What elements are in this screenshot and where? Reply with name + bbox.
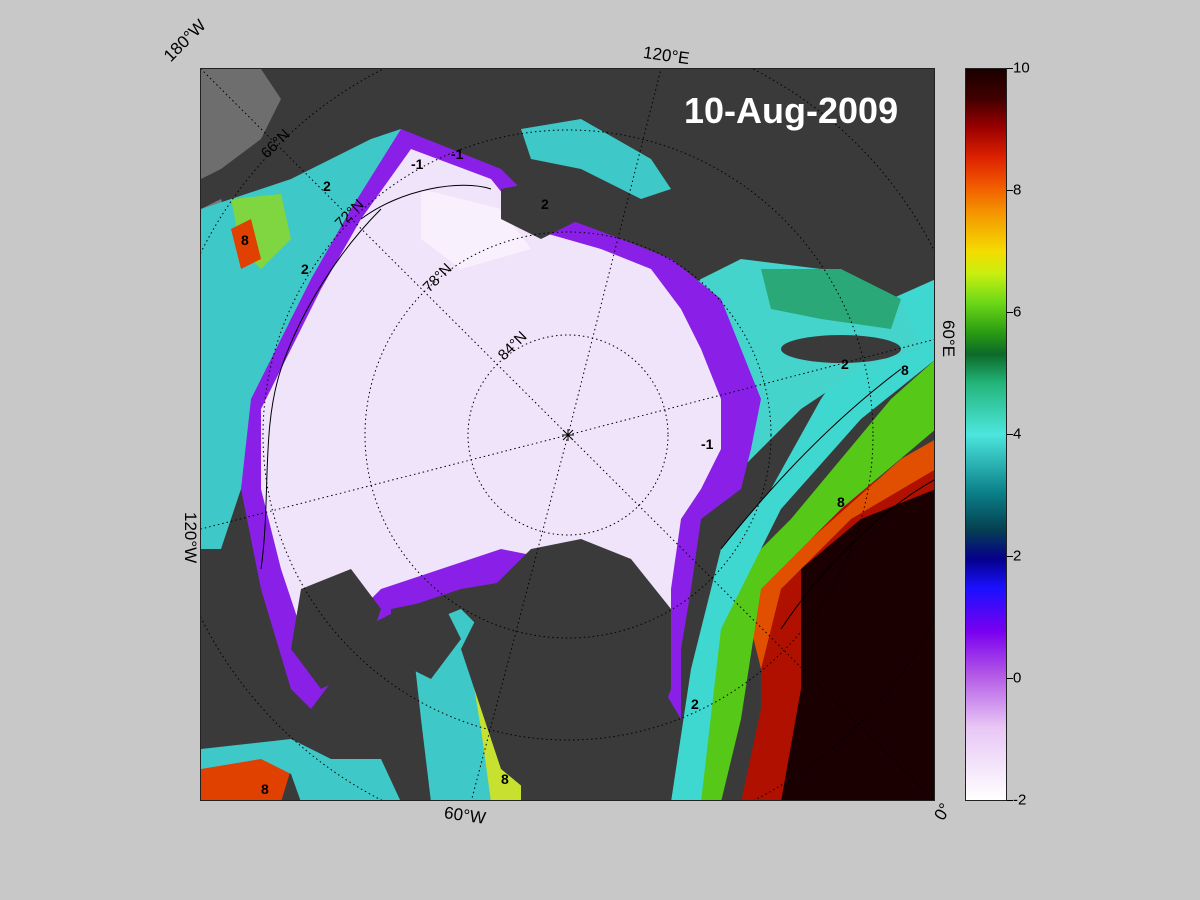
- ellesmere-island: [391, 599, 461, 679]
- map-date-title: 10-Aug-2009: [684, 90, 899, 131]
- contour-label: 8: [241, 232, 249, 248]
- contour-label: -1: [411, 156, 424, 172]
- kara-sea-water: [761, 269, 901, 329]
- longitude-label-180w: 180°W: [160, 15, 210, 66]
- temperature-contour: [360, 184, 492, 220]
- bering-hot-patch: [231, 219, 261, 269]
- colorbar-tick-label: 6: [1013, 303, 1022, 321]
- temperature-contour: [720, 368, 902, 550]
- contour-label: -1: [701, 436, 714, 452]
- longitude-label-120e: 120°E: [641, 42, 691, 69]
- latitude-circle-72n: [262, 129, 874, 741]
- colorbar-tick: [1007, 434, 1013, 435]
- colorbar-tick-label: 0: [1013, 669, 1022, 687]
- polar-stereographic-map: 66°N 72°N 78°N 84°N -1 -1 2 8 2 2 8 8 2 …: [201, 69, 934, 800]
- colorbar-tick: [1007, 678, 1013, 679]
- latitude-circle-78n: [364, 231, 772, 639]
- colorbar-tick-label: 4: [1013, 425, 1022, 443]
- longitude-label-60w: 60°W: [442, 803, 487, 828]
- temperature-colorbar: [965, 68, 1007, 801]
- hudson-bay-water: [201, 739, 401, 800]
- contour-label: 2: [691, 696, 699, 712]
- meridian-60e: [567, 339, 934, 436]
- longitude-label-60e: 60°E: [939, 320, 958, 358]
- colorbar-tick: [1007, 68, 1013, 69]
- sea-ice-pack: [261, 149, 721, 669]
- temperature-contour: [780, 479, 934, 630]
- contour-label: 8: [901, 362, 909, 378]
- sea-ice-pack-core: [421, 189, 531, 269]
- greenland: [461, 539, 671, 800]
- contour-label: 8: [501, 771, 509, 787]
- contour-label: 2: [541, 196, 549, 212]
- meridian-120w: [201, 434, 569, 530]
- gray-land-mask: [201, 69, 281, 179]
- colorbar-tick: [1007, 190, 1013, 191]
- longitude-label-120w: 120°W: [181, 512, 200, 564]
- latitude-circle-84n: [467, 334, 669, 536]
- colorbar-tick: [1007, 800, 1013, 801]
- colorbar-tick-label: 8: [1013, 181, 1022, 199]
- siberian-shelf-water: [521, 119, 671, 199]
- meridian-0: [567, 434, 934, 800]
- contour-label: 8: [837, 494, 845, 510]
- colorbar-tick: [1007, 312, 1013, 313]
- very-warm-water-region: [781, 489, 934, 800]
- colorbar-tick-label: 10: [1013, 59, 1030, 77]
- green-water-band: [691, 360, 934, 800]
- orange-water-band: [741, 440, 934, 669]
- contour-label: 2: [323, 178, 331, 194]
- canadian-archipelago: [291, 569, 381, 689]
- temperature-contour: [260, 208, 382, 570]
- contour-label: 2: [301, 261, 309, 277]
- meridian-180w: [201, 69, 569, 436]
- new-siberian-islands: [501, 179, 581, 239]
- colorbar-tick-label: 2: [1013, 547, 1022, 565]
- meridian-60w: [471, 434, 569, 800]
- colorbar-tick-label: -2: [1013, 791, 1027, 809]
- colorbar-tick: [1007, 556, 1013, 557]
- sea-surface-temperature-map: 66°N 72°N 78°N 84°N -1 -1 2 8 2 2 8 8 2 …: [200, 68, 935, 801]
- longitude-label-0: 0°: [930, 799, 955, 824]
- north-pole-marker: [562, 429, 574, 441]
- contour-label: 2: [841, 356, 849, 372]
- contour-label: 8: [261, 781, 269, 797]
- novaya-zemlya: [781, 335, 901, 363]
- cyan-water-band: [671, 279, 934, 800]
- contour-label: -1: [451, 146, 464, 162]
